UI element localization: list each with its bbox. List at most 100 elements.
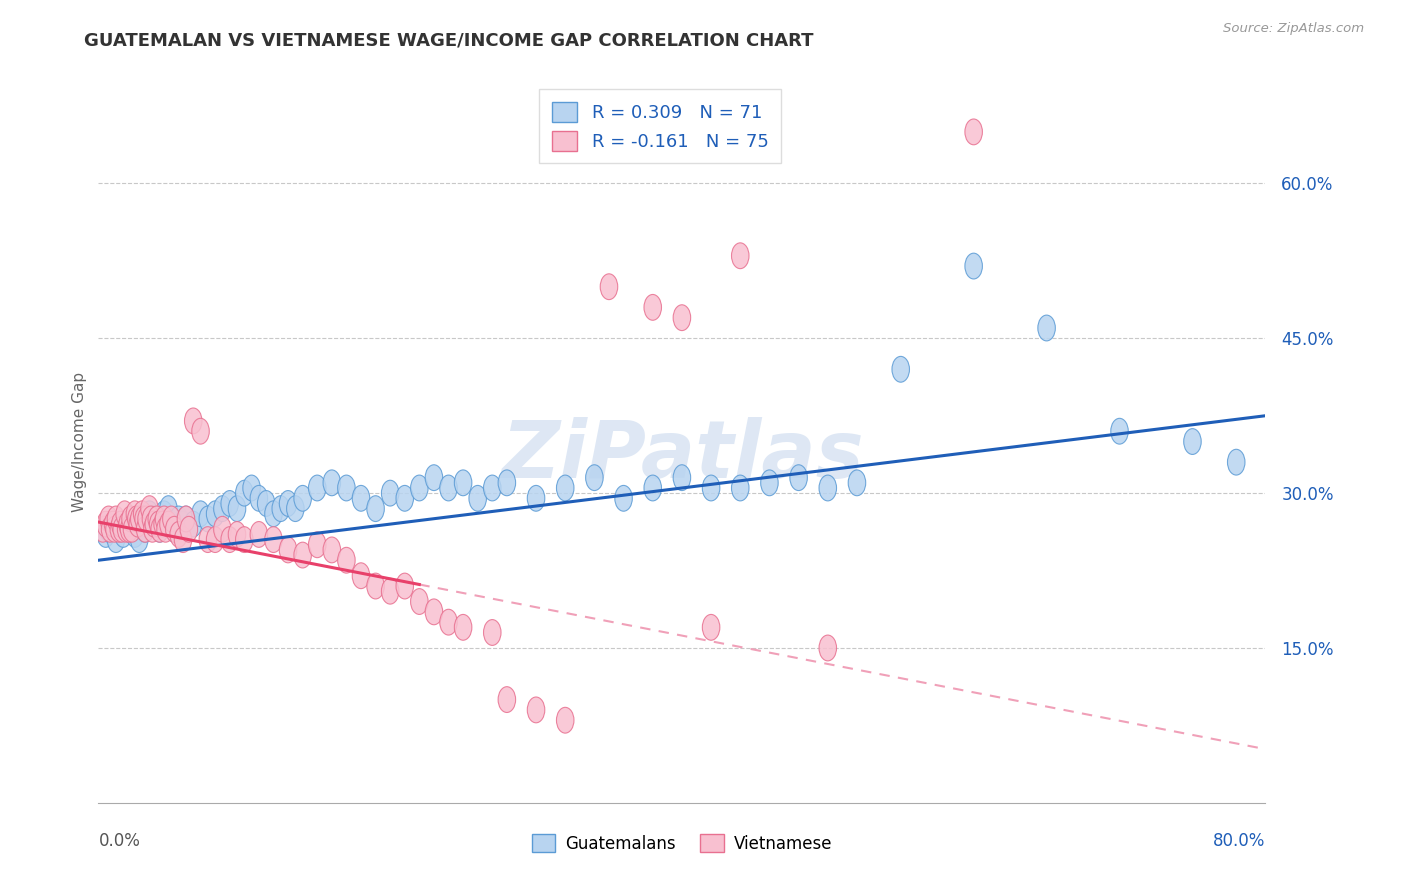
- Ellipse shape: [250, 485, 267, 511]
- Ellipse shape: [425, 465, 443, 491]
- Ellipse shape: [337, 475, 356, 501]
- Ellipse shape: [94, 516, 111, 542]
- Ellipse shape: [527, 485, 544, 511]
- Ellipse shape: [1038, 315, 1056, 341]
- Y-axis label: Wage/Income Gap: Wage/Income Gap: [72, 371, 87, 512]
- Ellipse shape: [157, 516, 174, 542]
- Ellipse shape: [155, 506, 173, 532]
- Ellipse shape: [1227, 450, 1244, 475]
- Ellipse shape: [644, 294, 661, 320]
- Ellipse shape: [105, 516, 124, 542]
- Ellipse shape: [104, 511, 122, 537]
- Ellipse shape: [141, 501, 159, 526]
- Text: GUATEMALAN VS VIETNAMESE WAGE/INCOME GAP CORRELATION CHART: GUATEMALAN VS VIETNAMESE WAGE/INCOME GAP…: [84, 31, 814, 49]
- Ellipse shape: [557, 707, 574, 733]
- Ellipse shape: [353, 563, 370, 589]
- Ellipse shape: [731, 475, 749, 501]
- Ellipse shape: [163, 511, 180, 537]
- Ellipse shape: [600, 274, 617, 300]
- Ellipse shape: [129, 511, 146, 537]
- Ellipse shape: [141, 496, 159, 522]
- Ellipse shape: [136, 516, 153, 542]
- Ellipse shape: [150, 516, 169, 542]
- Ellipse shape: [440, 609, 457, 635]
- Ellipse shape: [271, 496, 290, 522]
- Ellipse shape: [166, 516, 183, 542]
- Legend: Guatemalans, Vietnamese: Guatemalans, Vietnamese: [524, 828, 839, 860]
- Ellipse shape: [381, 480, 399, 506]
- Ellipse shape: [250, 522, 267, 548]
- Ellipse shape: [221, 526, 239, 552]
- Ellipse shape: [149, 511, 167, 537]
- Ellipse shape: [527, 697, 544, 723]
- Ellipse shape: [381, 578, 399, 604]
- Ellipse shape: [323, 537, 340, 563]
- Ellipse shape: [470, 485, 486, 511]
- Ellipse shape: [440, 475, 457, 501]
- Ellipse shape: [484, 620, 501, 646]
- Ellipse shape: [207, 501, 224, 526]
- Ellipse shape: [228, 496, 246, 522]
- Ellipse shape: [191, 418, 209, 444]
- Ellipse shape: [177, 506, 194, 532]
- Ellipse shape: [236, 480, 253, 506]
- Ellipse shape: [136, 516, 153, 542]
- Ellipse shape: [586, 465, 603, 491]
- Ellipse shape: [115, 501, 134, 526]
- Ellipse shape: [153, 511, 172, 537]
- Ellipse shape: [280, 537, 297, 563]
- Ellipse shape: [148, 506, 166, 532]
- Ellipse shape: [134, 501, 150, 526]
- Ellipse shape: [965, 253, 983, 279]
- Ellipse shape: [121, 516, 138, 542]
- Ellipse shape: [160, 511, 177, 537]
- Ellipse shape: [411, 475, 427, 501]
- Ellipse shape: [100, 516, 117, 542]
- Ellipse shape: [353, 485, 370, 511]
- Ellipse shape: [170, 506, 187, 532]
- Ellipse shape: [131, 506, 148, 532]
- Ellipse shape: [174, 511, 191, 537]
- Ellipse shape: [214, 516, 231, 542]
- Ellipse shape: [150, 516, 169, 542]
- Ellipse shape: [184, 408, 202, 434]
- Ellipse shape: [145, 506, 163, 532]
- Ellipse shape: [131, 526, 148, 552]
- Ellipse shape: [614, 485, 633, 511]
- Ellipse shape: [891, 357, 910, 382]
- Ellipse shape: [484, 475, 501, 501]
- Ellipse shape: [257, 491, 276, 516]
- Ellipse shape: [145, 511, 163, 537]
- Ellipse shape: [127, 522, 143, 548]
- Ellipse shape: [101, 516, 120, 542]
- Ellipse shape: [97, 511, 114, 537]
- Ellipse shape: [143, 516, 162, 542]
- Ellipse shape: [396, 485, 413, 511]
- Ellipse shape: [425, 599, 443, 624]
- Text: 0.0%: 0.0%: [98, 831, 141, 850]
- Ellipse shape: [207, 526, 224, 552]
- Ellipse shape: [243, 475, 260, 501]
- Ellipse shape: [112, 516, 131, 542]
- Ellipse shape: [731, 243, 749, 268]
- Ellipse shape: [124, 516, 141, 542]
- Ellipse shape: [111, 511, 129, 537]
- Ellipse shape: [280, 491, 297, 516]
- Ellipse shape: [104, 511, 122, 537]
- Text: ZiPatlas: ZiPatlas: [501, 417, 863, 495]
- Ellipse shape: [166, 516, 183, 542]
- Ellipse shape: [294, 485, 311, 511]
- Ellipse shape: [214, 496, 231, 522]
- Ellipse shape: [100, 506, 117, 532]
- Ellipse shape: [107, 526, 125, 552]
- Ellipse shape: [177, 506, 194, 532]
- Ellipse shape: [454, 615, 472, 640]
- Ellipse shape: [174, 526, 191, 552]
- Ellipse shape: [128, 506, 145, 532]
- Ellipse shape: [367, 574, 384, 599]
- Ellipse shape: [107, 506, 125, 532]
- Ellipse shape: [308, 532, 326, 558]
- Ellipse shape: [761, 470, 778, 496]
- Ellipse shape: [264, 526, 283, 552]
- Ellipse shape: [122, 506, 139, 532]
